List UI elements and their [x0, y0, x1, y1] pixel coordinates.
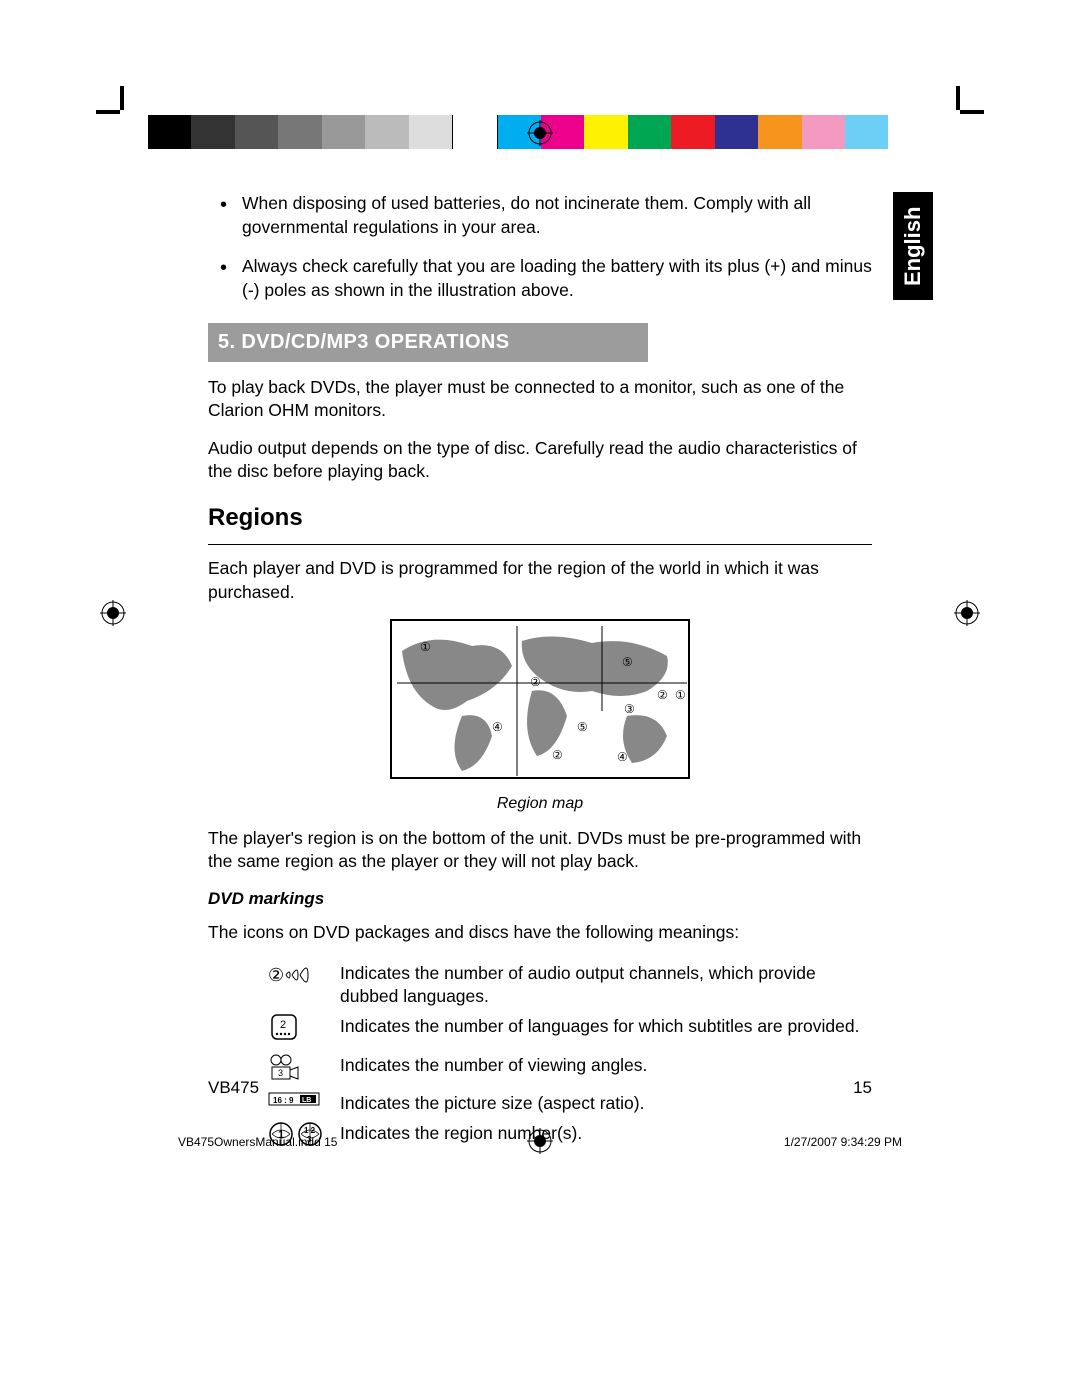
- svg-text:⑤: ⑤: [577, 720, 588, 734]
- divider: [208, 544, 872, 545]
- manual-page: English When disposing of used batteries…: [0, 0, 1080, 1397]
- region-map-figure: ① ② ⑤ ② ① ③ ④ ⑤ ② ④: [208, 619, 872, 788]
- svg-text:②: ②: [657, 688, 668, 702]
- svg-text:2: 2: [280, 1019, 286, 1031]
- list-item: Always check carefully that you are load…: [242, 255, 872, 302]
- page-content: When disposing of used batteries, do not…: [208, 192, 872, 1155]
- footer-model: VB475: [208, 1078, 259, 1098]
- crop-mark: [120, 86, 124, 110]
- body-text: Audio output depends on the type of disc…: [208, 437, 872, 484]
- body-text: The player's region is on the bottom of …: [208, 827, 872, 874]
- crop-mark: [960, 110, 984, 114]
- region-map-icon: ① ② ⑤ ② ① ③ ④ ⑤ ② ④: [390, 619, 690, 779]
- registration-mark-icon: [954, 600, 980, 626]
- svg-text:16 : 9: 16 : 9: [273, 1096, 294, 1105]
- body-text: To play back DVDs, the player must be co…: [208, 376, 872, 423]
- svg-text:②: ②: [552, 748, 563, 762]
- list-item: When disposing of used batteries, do not…: [242, 192, 872, 239]
- marking-desc: Indicates the picture size (aspect ratio…: [332, 1089, 872, 1119]
- svg-text:①: ①: [420, 640, 431, 654]
- audio-channels-icon: ②: [208, 959, 332, 1012]
- table-row: ② Indicates the number of audio output c…: [208, 959, 872, 1012]
- svg-text:④: ④: [492, 720, 503, 734]
- crop-mark: [956, 86, 960, 110]
- body-text: The icons on DVD packages and discs have…: [208, 921, 872, 945]
- subsection-heading: Regions: [208, 502, 872, 534]
- svg-text:②: ②: [530, 675, 541, 689]
- body-text: Each player and DVD is programmed for th…: [208, 557, 872, 604]
- battery-notes-list: When disposing of used batteries, do not…: [208, 192, 872, 303]
- table-row: 16 : 9 LB Indicates the picture size (asp…: [208, 1089, 872, 1119]
- svg-text:3: 3: [278, 1068, 283, 1078]
- table-row: 3 Indicates the number of viewing angles…: [208, 1051, 872, 1090]
- svg-text:②: ②: [268, 965, 284, 985]
- table-row: 2 Indicates the number of languages for …: [208, 1012, 872, 1051]
- indd-filename: VB475OwnersManual.indd 15: [178, 1135, 337, 1149]
- dvd-markings-table: ② Indicates the number of audio output c…: [208, 959, 872, 1156]
- subtitle-languages-icon: 2: [208, 1012, 332, 1051]
- language-tab: English: [893, 192, 933, 300]
- marking-desc: Indicates the number of languages for wh…: [332, 1012, 872, 1051]
- print-timestamp: 1/27/2007 9:34:29 PM: [784, 1135, 902, 1149]
- crop-mark: [96, 110, 120, 114]
- subheading: DVD markings: [208, 888, 872, 911]
- svg-text:LB: LB: [302, 1097, 311, 1104]
- svg-text:⑤: ⑤: [622, 655, 633, 669]
- registration-mark-icon: [100, 600, 126, 626]
- svg-text:①: ①: [675, 688, 686, 702]
- svg-text:③: ③: [624, 702, 635, 716]
- marking-desc: Indicates the number of audio output cha…: [332, 959, 872, 1012]
- footer-page-number: 15: [853, 1078, 872, 1098]
- section-heading: 5. DVD/CD/MP3 OPERATIONS: [208, 323, 648, 362]
- figure-caption: Region map: [208, 793, 872, 815]
- svg-text:1 2: 1 2: [304, 1126, 316, 1135]
- registration-mark-icon: [527, 120, 553, 146]
- marking-desc: Indicates the number of viewing angles.: [332, 1051, 872, 1090]
- svg-text:④: ④: [617, 750, 628, 764]
